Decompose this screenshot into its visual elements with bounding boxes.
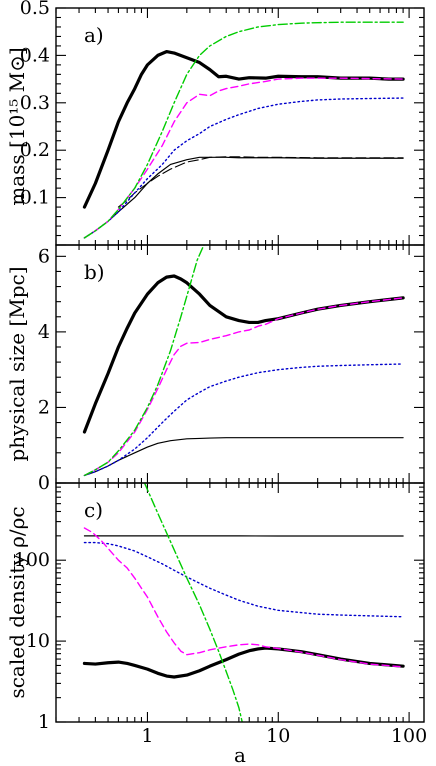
- series-line-thick-solid: [82, 50, 405, 209]
- y-axis-label: physical size [Mpc]: [5, 267, 29, 462]
- panels: 0.1 0.2 0.3 0.4 0.5 a) mass [10¹⁵ M⊙] 0 2 4 6 b) phy…: [5, 0, 427, 766]
- y-tick-label: 0.5: [20, 0, 50, 19]
- y-tick-label: 0: [38, 472, 50, 494]
- series-group: [82, 483, 405, 722]
- panel-label: a): [84, 23, 104, 47]
- series-line-dashdot: [83, 245, 205, 477]
- panel-1: 0.1 0.2 0.3 0.4 0.5 a) mass [10¹⁵ M⊙]: [5, 0, 425, 246]
- x-axis-label: a: [234, 743, 246, 766]
- y-axis-label: mass [10¹⁵ M⊙]: [5, 47, 29, 205]
- y-tick-label: 4: [38, 321, 50, 343]
- x-tick-label: 100: [391, 725, 427, 747]
- plot-frame: [55, 482, 425, 723]
- y-ticks: [56, 7, 424, 246]
- y-tick-label: 6: [38, 245, 50, 267]
- y-tick-label: 0.3: [20, 92, 50, 114]
- series-line-thin-longdash: [117, 156, 404, 208]
- y-tick-label: 0.1: [20, 187, 50, 209]
- series-line-dashed: [83, 297, 404, 477]
- series-line-dashdot: [83, 21, 404, 239]
- y-tick-label: 0.4: [20, 44, 50, 66]
- panel-label: c): [84, 498, 103, 522]
- y-tick-label: 100: [14, 549, 50, 571]
- y-tick-label: 2: [38, 396, 50, 418]
- series-line-dashed: [83, 527, 404, 668]
- x-ticks: [55, 8, 410, 245]
- plot-frame: [55, 7, 425, 246]
- series-line-thick-solid: [82, 274, 405, 434]
- y-ticks: [56, 482, 424, 723]
- y-tick-label: 10: [26, 630, 50, 652]
- x-tick-label: 1: [141, 725, 153, 747]
- series-line-thin-solid: [83, 156, 404, 239]
- panel-2: 0 2 4 6 b) physical size [Mpc]: [5, 244, 425, 494]
- y-axis-label: scaled density ρ/ρc: [5, 506, 29, 698]
- series-line-dotted: [83, 541, 404, 618]
- x-tick-label: 10: [266, 725, 290, 747]
- series-line-dotted: [83, 363, 404, 477]
- y-tick-label: 0.2: [20, 139, 50, 161]
- x-ticks: [55, 483, 410, 722]
- series-line-dotted: [83, 97, 404, 239]
- panel-3: 1 10 100 1 10 100 c) scaled density ρ/ρc a: [5, 482, 427, 766]
- y-tick-label: 1: [38, 711, 50, 733]
- series-group: [82, 21, 405, 239]
- series-group: [82, 245, 405, 477]
- panel-label: b): [84, 260, 105, 284]
- series-line-thin-solid: [83, 437, 404, 477]
- x-ticks: [55, 245, 410, 483]
- series-line-thick-solid: [82, 646, 405, 679]
- series-line-dashdot: [143, 483, 243, 722]
